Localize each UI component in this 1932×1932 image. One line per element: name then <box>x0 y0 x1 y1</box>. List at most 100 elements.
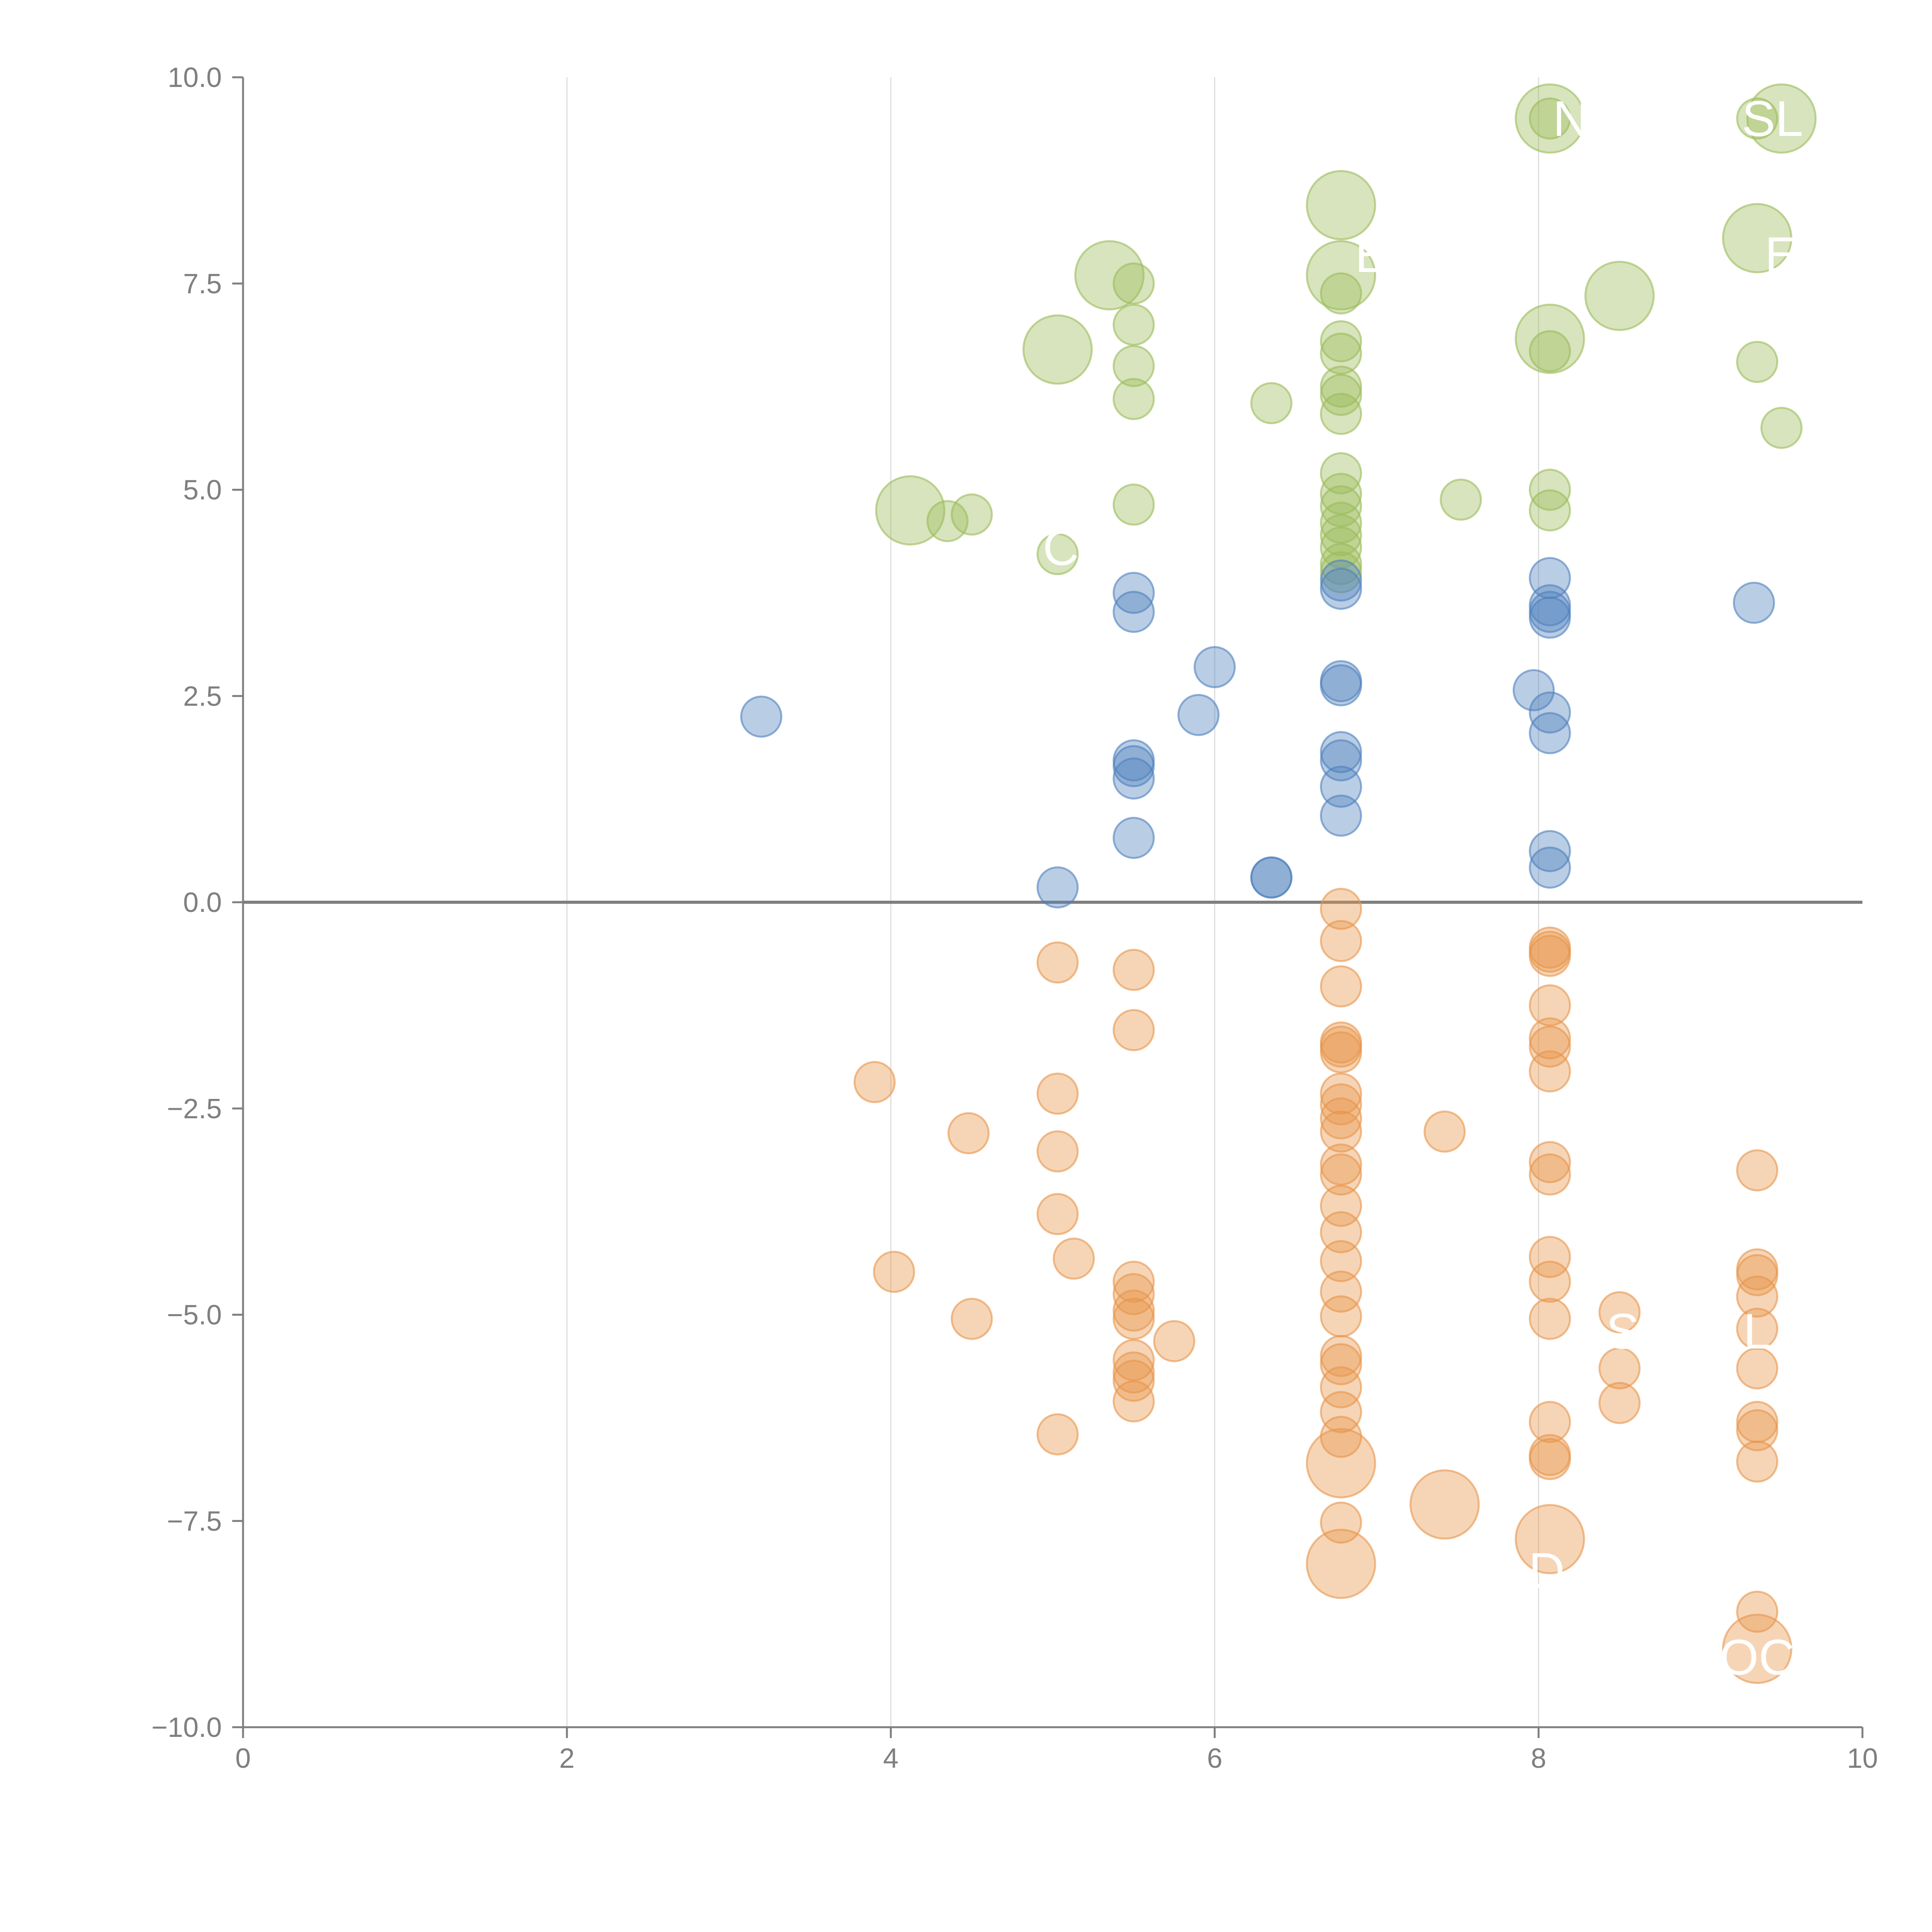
positive-point <box>1320 502 1362 544</box>
annotation-label: E <box>1355 226 1389 283</box>
positive-point <box>1320 374 1362 416</box>
x-tick-label: 2 <box>559 1743 575 1774</box>
positive-point <box>1320 332 1362 375</box>
positive-point <box>1440 478 1482 521</box>
negative-point <box>1036 941 1079 984</box>
negative-point <box>1036 1413 1079 1456</box>
negative-point <box>853 1061 896 1103</box>
negative-point <box>1320 920 1362 962</box>
positive-point <box>1250 382 1293 424</box>
annotation-label: OC <box>1719 1629 1795 1685</box>
positive-point <box>1736 97 1779 140</box>
negative-point <box>1598 1347 1641 1389</box>
neutral-point <box>1320 664 1362 706</box>
y-tick-label: −10.0 <box>151 1712 222 1743</box>
annotation-label: C <box>1043 519 1079 576</box>
negative-point <box>1320 1295 1362 1338</box>
negative-point <box>1112 1380 1155 1423</box>
negative-point <box>1736 1254 1779 1296</box>
positive-point <box>1112 378 1155 420</box>
neutral-point <box>1320 765 1362 808</box>
neutral-point <box>1529 712 1571 754</box>
annotation-label: S <box>1606 1303 1639 1359</box>
negative-point <box>1736 1590 1779 1633</box>
y-tick-label: 0.0 <box>183 887 222 918</box>
positive-point <box>1760 406 1803 449</box>
y-tick-label: −2.5 <box>167 1094 222 1124</box>
positive-point <box>1022 314 1093 385</box>
y-tick-label: 5.0 <box>183 475 222 506</box>
negative-point <box>1036 1130 1079 1173</box>
annotation-label: D <box>1529 1542 1565 1599</box>
negative-point <box>1153 1320 1196 1362</box>
negative-point <box>1736 1409 1779 1451</box>
negative-point <box>1320 1031 1362 1074</box>
neutral-point <box>1320 568 1362 610</box>
negative-point <box>1423 1111 1466 1153</box>
negative-point <box>1306 1529 1376 1599</box>
positive-point <box>1320 272 1362 315</box>
negative-point <box>1036 1193 1079 1235</box>
negative-point <box>1320 1097 1362 1139</box>
negative-point <box>1529 984 1571 1027</box>
negative-point <box>1736 1149 1779 1192</box>
negative-point <box>1320 1072 1362 1115</box>
negative-point <box>1529 1153 1571 1196</box>
annotation-label: TSL <box>1711 90 1803 147</box>
x-tick-label: 0 <box>235 1743 251 1774</box>
positive-point <box>1306 240 1376 311</box>
neutral-point <box>740 696 782 738</box>
negative-point <box>1112 1260 1155 1303</box>
neutral-point <box>1177 694 1220 736</box>
positive-point <box>1529 330 1571 372</box>
positive-point <box>1112 483 1155 526</box>
negative-point <box>1112 949 1155 991</box>
neutral-point <box>1036 866 1079 909</box>
positive-point <box>1074 240 1145 311</box>
negative-point <box>1320 1366 1362 1408</box>
negative-point <box>1529 1236 1571 1278</box>
neutral-point <box>1529 846 1571 889</box>
y-tick-label: −5.0 <box>167 1300 222 1331</box>
positive-point <box>1736 341 1779 383</box>
negative-point <box>1320 1111 1362 1153</box>
negative-point <box>1529 935 1571 977</box>
neutral-point <box>1512 669 1555 711</box>
positive-point <box>1320 526 1362 569</box>
positive-point <box>1036 533 1079 575</box>
negative-point <box>1598 1382 1641 1424</box>
negative-point <box>1320 1143 1362 1186</box>
neutral-point <box>1250 856 1293 899</box>
y-tick-label: −7.5 <box>167 1506 222 1537</box>
neutral-point <box>1194 646 1236 689</box>
y-tick-label: 10.0 <box>168 62 222 93</box>
x-tick-label: 10 <box>1847 1743 1878 1774</box>
positive-point <box>1112 304 1155 346</box>
negative-point <box>1320 1153 1362 1196</box>
negative-point <box>1320 888 1362 930</box>
positive-point <box>1320 320 1362 362</box>
negative-point <box>951 1298 993 1340</box>
positive-point <box>926 500 969 543</box>
negative-point <box>1529 1026 1571 1068</box>
axes: 0 2 4 6 8 10 10.0 7.5 5.0 2.5 0.0 −2.5 −5.0 −7.5 −10.0 <box>151 62 1878 1774</box>
negative-point <box>1529 1260 1571 1303</box>
negative-point <box>1112 1298 1155 1340</box>
neutral-point <box>1320 794 1362 837</box>
neutral-point <box>1529 596 1571 639</box>
annotation-label: L <box>1743 1303 1771 1359</box>
neutral-point <box>1529 830 1571 872</box>
x-tick-label: 4 <box>883 1743 898 1774</box>
annotation-label: P <box>1676 226 1709 283</box>
y-tick-label: 7.5 <box>183 269 222 299</box>
neutral-point <box>1733 582 1775 624</box>
negative-point <box>1320 1415 1362 1458</box>
negative-point <box>1529 1141 1571 1184</box>
positive-point <box>1320 393 1362 435</box>
data-points <box>740 83 1817 1684</box>
negative-point <box>1306 1428 1376 1498</box>
negative-point <box>1529 1298 1571 1340</box>
negative-point <box>1736 1347 1779 1389</box>
